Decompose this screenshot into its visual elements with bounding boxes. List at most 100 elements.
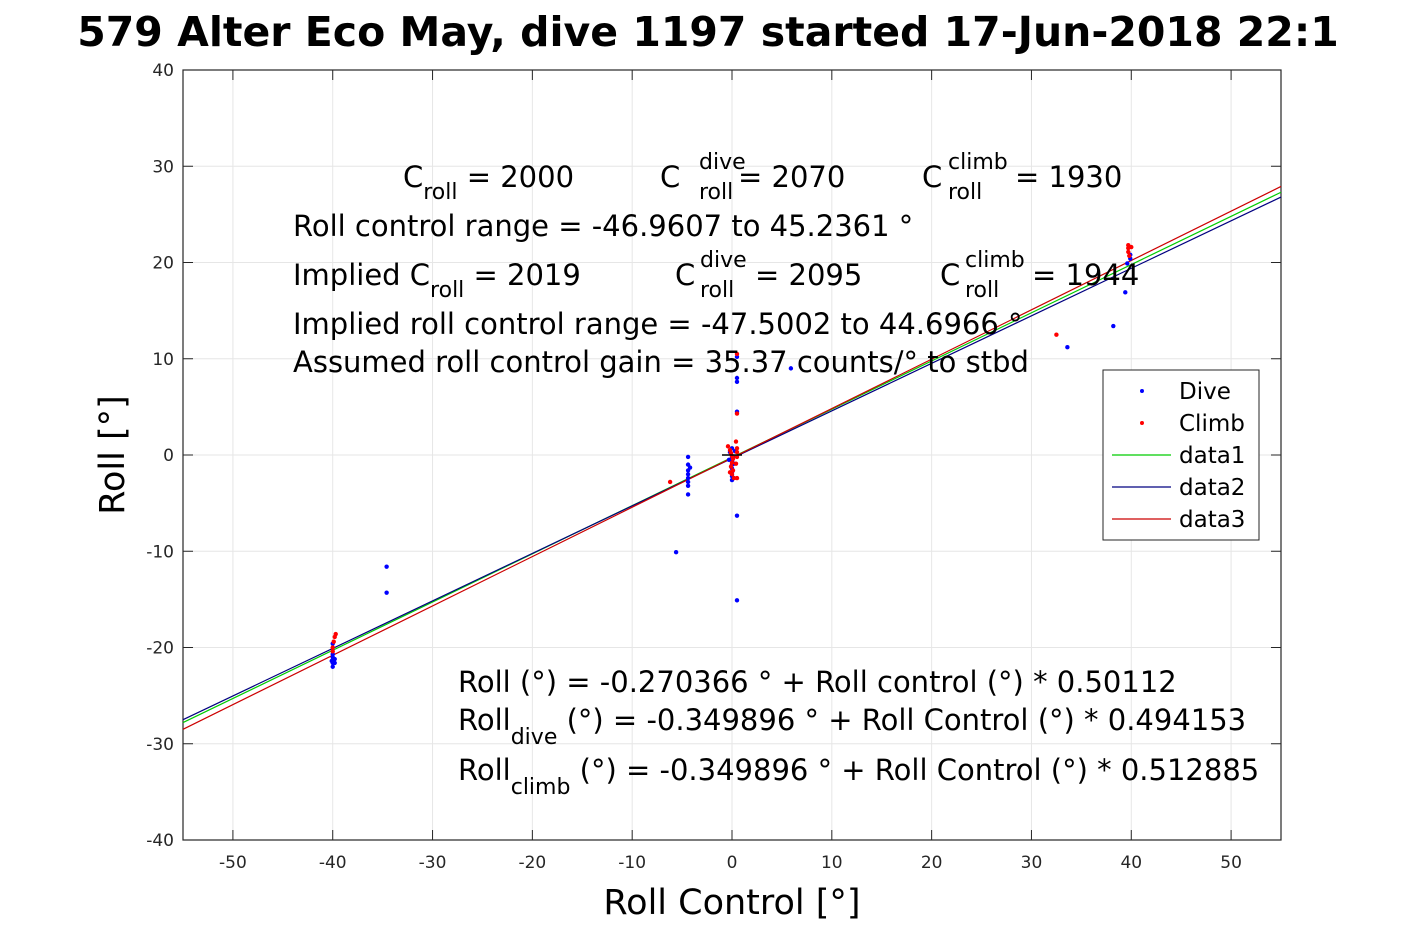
y-tick-label: -30 — [146, 735, 174, 755]
implied-climb-sub: roll — [965, 278, 999, 303]
climb-point — [330, 649, 335, 654]
climb-point — [733, 439, 739, 444]
dive-point — [685, 475, 691, 481]
gain-text: Assumed roll control gain = 35.37 counts… — [293, 345, 1029, 379]
y-tick-label: 30 — [152, 157, 174, 177]
dive-point — [685, 492, 691, 497]
implied-dive-sub: roll — [700, 278, 734, 303]
c-roll-text: Croll = 2000 — [403, 160, 574, 205]
legend: Dive Climb data1 data2 data3 — [1102, 369, 1260, 541]
climb-point — [734, 475, 740, 481]
implied-range: Implied roll control range = -47.5002 to… — [293, 307, 1023, 341]
dive-point — [384, 590, 389, 595]
dive-point — [673, 550, 679, 555]
dive-point — [1111, 323, 1116, 329]
legend-climb-marker — [1140, 421, 1144, 425]
legend-dive-marker — [1140, 389, 1144, 393]
y-axis-label: Roll [°] — [93, 395, 133, 515]
dive-point — [332, 660, 337, 666]
dive-point — [685, 479, 691, 485]
fit-climb-text: Rollclimb (°) = -0.349896 ° + Roll Contr… — [458, 753, 1259, 800]
dive-point — [734, 598, 740, 603]
dive-point — [332, 656, 337, 662]
climb-point — [331, 639, 336, 644]
legend-data1-label: data1 — [1179, 443, 1245, 469]
c-roll-dive-sup: dive — [699, 150, 746, 175]
chart-title: 579 Alter Eco May, dive 1197 started 17-… — [77, 8, 1339, 56]
c-roll-climb-sup: climb — [948, 150, 1008, 175]
x-axis-label: Roll Control [°] — [603, 883, 860, 923]
dive-point — [384, 564, 389, 569]
implied-dive-sup: dive — [700, 248, 747, 273]
climb-point — [332, 634, 337, 640]
y-tick-label: -40 — [146, 831, 174, 851]
x-tick-label: 10 — [821, 853, 843, 873]
x-tick-label: -30 — [419, 853, 447, 873]
implied-dive-rest: = 2095 — [755, 258, 862, 292]
climb-point — [729, 460, 735, 465]
x-tick-label: 30 — [1021, 853, 1043, 873]
dive-point — [330, 664, 335, 669]
implied-c-roll-text: Implied Croll = 2019 — [293, 258, 581, 303]
implied-climb-sup: climb — [965, 248, 1025, 273]
climb-point — [734, 454, 740, 460]
climb-point — [1127, 253, 1132, 258]
climb-point — [1129, 244, 1134, 250]
climb-point — [1054, 332, 1059, 337]
annotation-bottom: Roll (°) = -0.270366 ° + Roll control (°… — [458, 665, 1259, 800]
legend-data3-label: data3 — [1179, 507, 1245, 533]
dive-point — [685, 483, 691, 488]
legend-climb-label: Climb — [1179, 411, 1245, 437]
climb-point — [734, 411, 740, 416]
c-roll-climb-rest: = 1930 — [1015, 160, 1122, 194]
climb-point — [734, 446, 740, 451]
roll-control-range: Roll control range = -46.9607 to 45.2361… — [293, 209, 913, 243]
y-tick-label: 10 — [152, 350, 174, 370]
c-roll-climb-sub: roll — [948, 180, 982, 205]
dive-point — [788, 366, 794, 371]
x-tick-label: -40 — [319, 853, 347, 873]
implied-dive-main: C — [675, 258, 695, 292]
x-tick-label: 0 — [727, 853, 738, 873]
x-tick-label: -10 — [618, 853, 646, 873]
implied-climb-main: C — [940, 258, 960, 292]
climb-point — [667, 479, 673, 485]
dive-point — [1123, 290, 1128, 295]
legend-dive-label: Dive — [1179, 379, 1231, 405]
c-roll-dive-rest: = 2070 — [738, 160, 845, 194]
dive-point — [1125, 261, 1130, 266]
x-tick-label: 20 — [921, 853, 943, 873]
scatter-points — [329, 242, 1134, 669]
dive-point — [685, 472, 691, 477]
climb-point — [734, 449, 740, 455]
c-roll-dive-sub: roll — [699, 180, 733, 205]
fit-all-text: Roll (°) = -0.270366 ° + Roll control (°… — [458, 665, 1177, 699]
climb-point — [733, 461, 739, 466]
dive-point — [734, 379, 740, 385]
axis-ticks: -50 -40 -30 -20 -10 0 10 20 30 40 50 -40 -30 -20 -10 0 1… — [146, 61, 1281, 873]
y-tick-label: -10 — [146, 542, 174, 562]
x-tick-label: -20 — [518, 853, 546, 873]
climb-point — [734, 351, 740, 357]
dive-point — [1065, 345, 1070, 350]
y-tick-label: 40 — [152, 61, 174, 81]
climb-point — [330, 645, 335, 650]
fit-dive-text: Rolldive (°) = -0.349896 ° + Roll Contro… — [458, 703, 1246, 750]
x-tick-label: -50 — [219, 853, 247, 873]
climb-point — [727, 470, 733, 475]
climb-point — [725, 444, 731, 449]
legend-data2-label: data2 — [1179, 475, 1245, 501]
implied-climb-rest: = 1944 — [1032, 258, 1139, 292]
x-tick-label: 50 — [1220, 853, 1242, 873]
climb-point — [1126, 249, 1131, 255]
climb-point — [730, 456, 736, 462]
dive-point — [726, 457, 732, 463]
climb-point — [728, 464, 734, 469]
c-roll-dive-main: C — [660, 160, 680, 194]
y-tick-label: -20 — [146, 639, 174, 659]
dive-point — [687, 465, 693, 470]
y-tick-label: 0 — [163, 446, 174, 466]
annotation-top: Croll = 2000 C dive roll = 2070 C climb … — [293, 150, 1139, 379]
y-tick-label: 20 — [152, 254, 174, 274]
